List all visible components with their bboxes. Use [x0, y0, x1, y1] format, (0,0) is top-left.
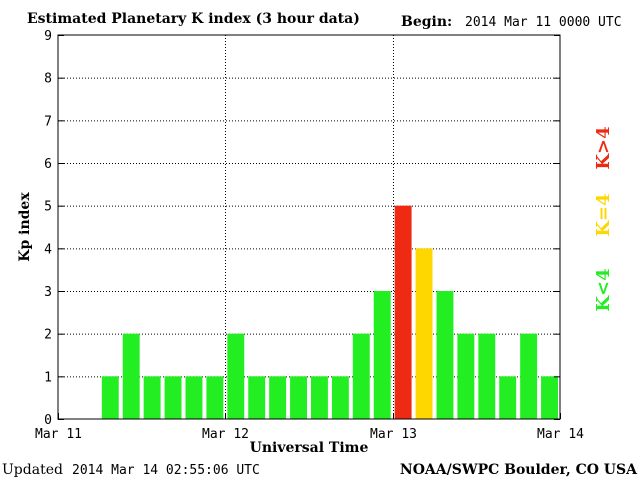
x-tick-label: Mar 13	[370, 427, 417, 442]
begin-value: 2014 Mar 11 0000 UTC	[465, 15, 622, 30]
kp-bar	[520, 333, 538, 419]
chart-title: Estimated Planetary K index (3 hour data…	[27, 11, 360, 27]
y-tick-label: 9	[44, 29, 52, 44]
y-tick-label: 5	[44, 200, 52, 215]
y-tick-label: 4	[44, 242, 52, 257]
y-tick-label: 3	[44, 285, 52, 300]
x-axis-label: Universal Time	[250, 440, 369, 456]
kp-bar	[415, 248, 433, 419]
kp-bar	[269, 376, 287, 419]
kp-bar	[290, 376, 307, 419]
y-tick-label: 2	[44, 328, 52, 343]
bars	[101, 205, 558, 419]
x-axis-ticks: Mar 11 Mar 12 Mar 13 Mar 14	[35, 413, 584, 442]
grid-lines	[58, 35, 560, 419]
legend-k-greater-4: K>4	[593, 126, 614, 169]
kp-bar	[394, 205, 412, 419]
updated-value: 2014 Mar 14 02:55:06 UTC	[72, 463, 260, 478]
kp-bar	[248, 376, 266, 419]
y-tick-label: 6	[44, 157, 52, 172]
kp-bar	[373, 291, 391, 419]
y-axis-label: Kp index	[17, 192, 33, 262]
kp-bar	[227, 333, 245, 419]
kp-bar	[352, 333, 370, 419]
begin-label: Begin:	[401, 14, 452, 30]
kp-bar	[331, 376, 349, 419]
credit-text: NOAA/SWPC Boulder, CO USA	[400, 462, 638, 478]
legend-k-equal-4: K=4	[593, 193, 614, 236]
plot-frame	[57, 34, 561, 420]
updated-label: Updated	[2, 462, 63, 478]
kp-bar	[457, 333, 475, 419]
kp-bar	[541, 376, 558, 419]
x-tick-label: Mar 12	[202, 427, 249, 442]
kp-bar	[101, 376, 119, 419]
kp-bar	[478, 333, 496, 419]
x-tick-label: Mar 14	[537, 427, 584, 442]
kp-bar	[436, 291, 454, 419]
kp-bar	[122, 333, 140, 419]
kp-bar	[206, 376, 224, 419]
y-tick-label: 1	[44, 370, 52, 385]
kp-bar	[499, 376, 517, 419]
y-tick-label: 7	[44, 114, 52, 129]
kp-bar	[164, 376, 182, 419]
kp-bar	[311, 376, 328, 419]
y-axis-ticks: 0 1 2 3 4 5 6 7 8 9	[44, 29, 560, 428]
kp-bar	[185, 376, 203, 419]
x-tick-label: Mar 11	[35, 427, 82, 442]
y-tick-label: 0	[44, 413, 52, 428]
y-tick-label: 8	[44, 72, 52, 87]
legend-k-less-4: K<4	[593, 268, 614, 311]
kp-bar	[143, 376, 161, 419]
